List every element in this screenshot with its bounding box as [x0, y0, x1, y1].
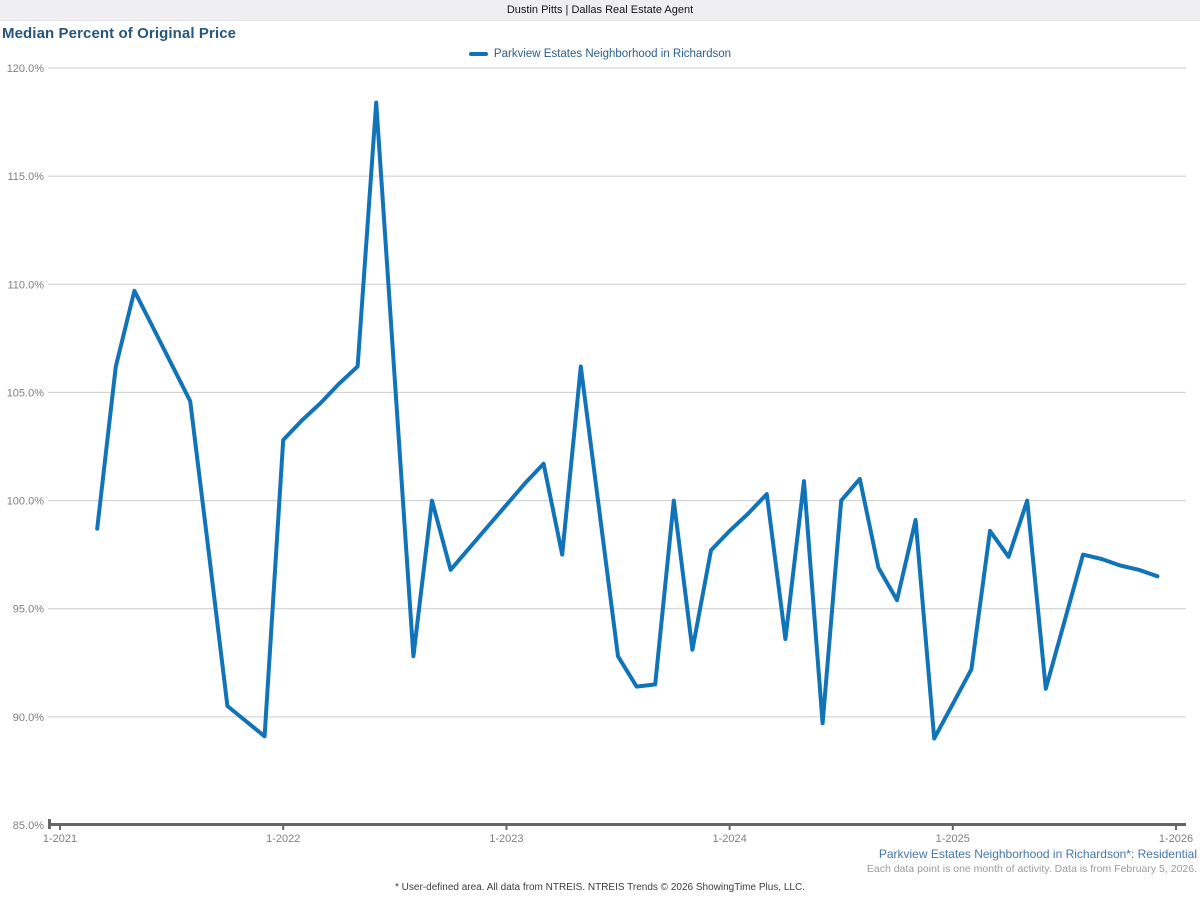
x-axis-label: 1-2026: [1159, 833, 1193, 845]
header-bar: Dustin Pitts | Dallas Real Estate Agent: [0, 0, 1200, 21]
x-axis-label: 1-2024: [712, 833, 746, 845]
y-axis-label: 90.0%: [13, 712, 44, 724]
y-axis-label: 105.0%: [7, 387, 45, 399]
y-axis-label: 115.0%: [8, 171, 45, 183]
y-axis-label: 85.0%: [13, 820, 44, 832]
source-footnote: * User-defined area. All data from NTREI…: [395, 882, 805, 893]
header-title: Dustin Pitts | Dallas Real Estate Agent: [506, 4, 694, 16]
y-axis-label: 120.0%: [7, 63, 45, 75]
y-axis-label: 95.0%: [13, 604, 44, 616]
page-title: Median Percent of Original Price: [2, 25, 237, 42]
y-axis-label: 100.0%: [7, 496, 45, 508]
series-annotation: Parkview Estates Neighborhood in Richard…: [878, 847, 1197, 861]
x-axis-label: 1-2025: [936, 833, 970, 845]
x-axis-label: 1-2023: [489, 833, 523, 845]
y-axis-label: 110.0%: [8, 279, 45, 291]
legend-swatch: [468, 52, 488, 56]
data-line: [95, 100, 1160, 741]
chart-legend: Parkview Estates Neighborhood in Richard…: [0, 47, 1200, 61]
data-date-annotation: Each data point is one month of activity…: [866, 863, 1197, 875]
x-axis-label: 1-2021: [43, 833, 77, 845]
x-axis-label: 1-2022: [266, 833, 300, 845]
legend-label: Parkview Estates Neighborhood in Richard…: [493, 48, 732, 60]
